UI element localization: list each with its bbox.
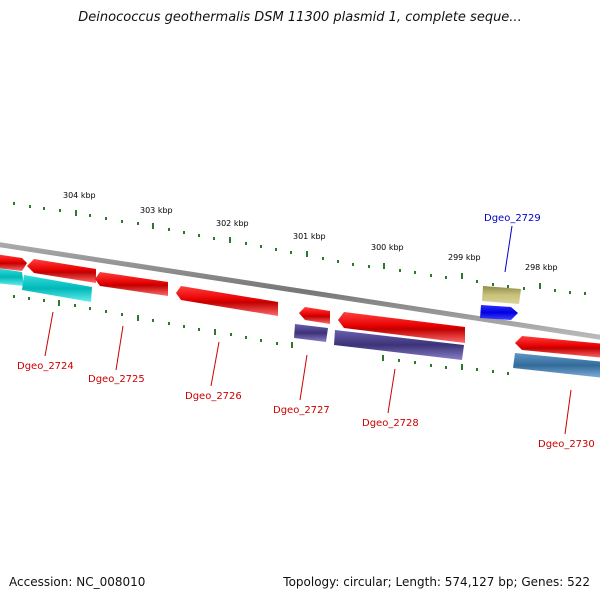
gene-label-dgeo-2730[interactable]: Dgeo_2730	[538, 439, 595, 450]
gene-label-dgeo-2726[interactable]: Dgeo_2726	[185, 391, 242, 402]
gene-label-dgeo-2728[interactable]: Dgeo_2728	[362, 418, 419, 429]
gene-block-purple-2[interactable]	[334, 330, 464, 360]
tick-label-298: 298 kbp	[525, 263, 558, 272]
gene-arrow-fwd-2[interactable]	[27, 259, 96, 283]
tick-label-299: 299 kbp	[448, 253, 481, 262]
gene-arrow-fwd-5[interactable]	[299, 307, 330, 324]
tick-label-300: 300 kbp	[371, 243, 404, 252]
accession-text: Accession: NC_008010	[9, 575, 146, 589]
label-leaders	[44, 225, 572, 435]
gene-arrow-fwd-1[interactable]	[0, 254, 27, 271]
gene-block-cyan-2[interactable]	[22, 275, 92, 302]
feature-khaki[interactable]	[482, 286, 521, 304]
gene-block-cyan-1[interactable]	[0, 268, 24, 286]
gene-block-purple-1[interactable]	[294, 324, 328, 342]
gene-block-steel[interactable]	[513, 353, 600, 378]
forward-genes	[0, 254, 600, 358]
gene-arrow-fwd-6[interactable]	[338, 312, 465, 343]
map-title: Deinococcus geothermalis DSM 11300 plasm…	[78, 10, 522, 25]
upper-tick-row	[13, 202, 586, 295]
gene-label-dgeo-2725[interactable]: Dgeo_2725	[88, 374, 145, 385]
lower-tick-row	[13, 295, 509, 375]
topology-stats: Topology: circular; Length: 574,127 bp; …	[283, 575, 590, 589]
tick-label-304: 304 kbp	[63, 191, 96, 200]
gene-arrow-fwd-3[interactable]	[95, 272, 168, 296]
gene-arrow-fwd-4[interactable]	[176, 286, 278, 316]
tick-label-301: 301 kbp	[293, 232, 326, 241]
reverse-genes	[0, 268, 600, 378]
plasmid-backbone	[0, 242, 600, 340]
gene-label-dgeo-2724[interactable]: Dgeo_2724	[17, 361, 74, 372]
gene-arrow-dgeo-2729[interactable]	[480, 305, 518, 320]
gene-label-dgeo-2727[interactable]: Dgeo_2727	[273, 405, 330, 416]
gene-arrow-fwd-7[interactable]	[515, 336, 600, 358]
tick-label-302: 302 kbp	[216, 219, 249, 228]
tick-label-303: 303 kbp	[140, 206, 173, 215]
gene-label-dgeo-2729[interactable]: Dgeo_2729	[484, 213, 541, 224]
